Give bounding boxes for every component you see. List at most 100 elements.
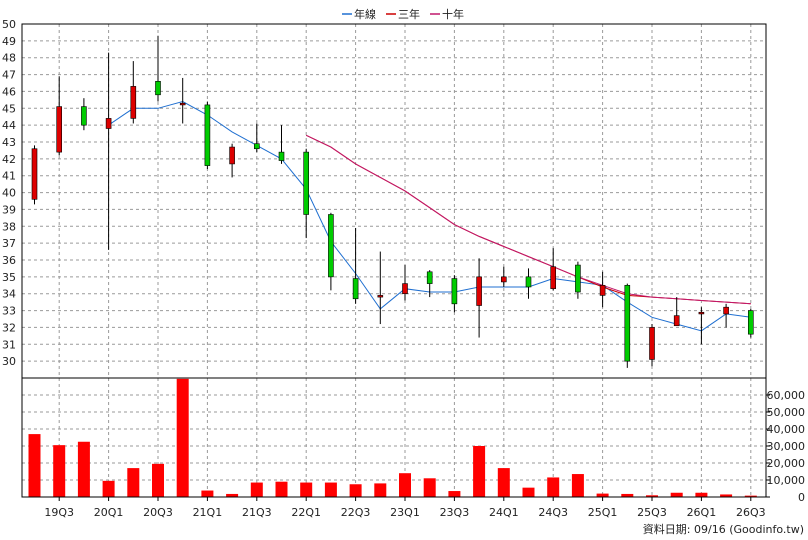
x-tick-label: 19Q3 (44, 506, 74, 519)
x-tick-label: 22Q1 (291, 506, 321, 519)
volume-bar (621, 493, 634, 497)
volume-bar (127, 468, 140, 497)
price-tick-label: 47 (2, 69, 16, 82)
volume-bar (275, 481, 288, 497)
price-tick-label: 43 (2, 136, 16, 149)
candle-body (723, 306, 729, 315)
volume-bar (399, 473, 411, 497)
candle (500, 266, 507, 287)
x-tick-label: 21Q1 (193, 506, 223, 519)
volume-bar (547, 477, 560, 497)
volume-axis: 0 10,000 20,000 30,000 40,000 50,000 60,000 (766, 389, 805, 504)
candle-body (179, 102, 186, 106)
legend-label: 三年 (398, 7, 420, 21)
price-tick-label: 38 (2, 220, 16, 233)
candle (550, 248, 557, 291)
candle-body (31, 148, 38, 200)
candle-body (624, 284, 631, 362)
volume-bar (349, 484, 362, 497)
candle (229, 143, 235, 178)
source-note: 資料日期: 09/16 (Goodinfo.tw) (643, 522, 804, 536)
x-tick-label: 20Q1 (94, 506, 124, 519)
price-axis: 30 31 32 33 34 35 36 37 38 39 40 41 42 43 44 45 46 47 48 49… (2, 18, 16, 368)
volume-bar (596, 493, 609, 497)
price-tick-label: 39 (2, 203, 16, 216)
candle-body (698, 311, 705, 315)
candle-body (673, 315, 680, 327)
volume-bar (250, 482, 263, 497)
volume-bar (497, 468, 510, 497)
candle (278, 125, 285, 164)
volume-tick-label: 50,000 (767, 406, 806, 419)
price-tick-label: 34 (2, 288, 16, 301)
price-grid (22, 23, 766, 497)
candle-body (229, 146, 235, 165)
volume-tick-label: 40,000 (767, 423, 806, 436)
price-tick-label: 50 (2, 18, 16, 31)
volume-bar (226, 493, 239, 497)
volume-bar (324, 482, 337, 497)
candle-body (599, 284, 606, 296)
price-tick-label: 49 (2, 35, 16, 48)
candle (130, 61, 137, 124)
price-tick-label: 41 (2, 170, 16, 183)
candle (426, 270, 433, 298)
candle (303, 148, 310, 239)
candle (105, 52, 112, 250)
candle-body (525, 276, 532, 288)
x-tick-label: 23Q1 (390, 506, 420, 519)
price-tick-label: 42 (2, 153, 16, 166)
candle (673, 297, 680, 327)
volume-bar (571, 474, 584, 497)
candle (575, 261, 581, 299)
volume-panel-frame (21, 377, 767, 498)
legend-label: 年線 (354, 7, 376, 21)
candle (352, 227, 359, 304)
candle-body (550, 266, 557, 289)
volume-bar (176, 378, 189, 497)
candle (451, 275, 458, 313)
volume-bar (695, 492, 708, 497)
candle (155, 35, 161, 102)
volume-tick-label: 10,000 (767, 474, 806, 487)
candles (31, 35, 754, 368)
candle (476, 258, 482, 338)
volume-bar (77, 441, 90, 497)
x-tick-label: 25Q3 (637, 506, 667, 519)
price-tick-label: 36 (2, 254, 16, 267)
candle (624, 283, 631, 368)
candle (723, 303, 729, 328)
legend-label: 十年 (442, 7, 464, 21)
price-tick-label: 48 (2, 52, 16, 65)
volume-bar (522, 487, 535, 497)
candle-body (204, 104, 211, 166)
candle-body (254, 143, 260, 150)
candle-body (105, 118, 112, 129)
volume-bar (473, 446, 486, 497)
x-axis: 19Q3 20Q1 20Q3 21Q1 21Q3 22Q1 22Q3 23Q1 23Q3 24Q1… (44, 497, 766, 519)
x-tick-label: 26Q3 (736, 506, 766, 519)
candle-body (476, 276, 482, 306)
candle-body (352, 278, 359, 300)
candle (599, 271, 606, 308)
candle (377, 251, 384, 325)
candle-body (377, 295, 384, 298)
candle-body (278, 151, 285, 161)
volume-tick-label: 60,000 (767, 389, 806, 402)
volume-tick-label: 20,000 (767, 457, 806, 470)
x-tick-label: 21Q3 (242, 506, 272, 519)
candle-body (328, 214, 334, 278)
candle (698, 307, 705, 345)
candle (56, 76, 63, 156)
x-tick-label: 25Q1 (588, 506, 618, 519)
volume-bar (28, 434, 41, 497)
x-tick-label: 26Q1 (687, 506, 717, 519)
candle-body (402, 283, 408, 295)
volume-bar (102, 480, 115, 497)
price-tick-label: 32 (2, 321, 16, 334)
candle-body (303, 151, 310, 215)
candle-body (155, 81, 161, 96)
volume-bar (374, 483, 387, 497)
price-tick-label: 31 (2, 338, 16, 351)
volume-bars (28, 378, 757, 497)
